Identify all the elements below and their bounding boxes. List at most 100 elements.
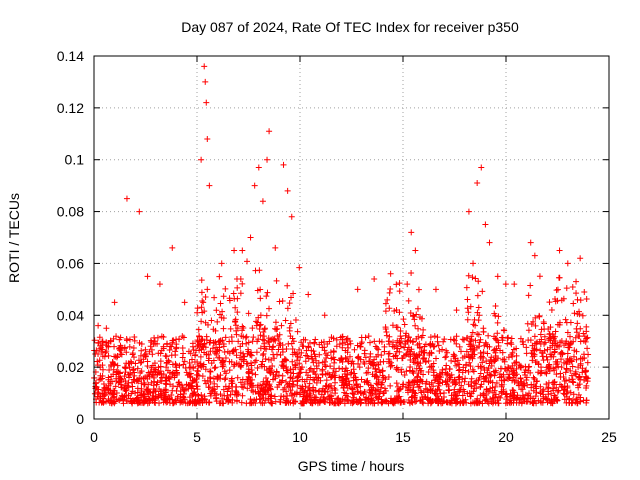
- scatter-point: [418, 378, 425, 385]
- scatter-point: [376, 366, 383, 373]
- scatter-point: [405, 337, 412, 344]
- scatter-point: [571, 310, 578, 317]
- scatter-point: [530, 374, 537, 381]
- scatter-point: [313, 363, 320, 370]
- scatter-point: [205, 384, 212, 391]
- scatter-point: [555, 387, 562, 394]
- scatter-point: [268, 357, 275, 364]
- scatter-point: [113, 369, 120, 376]
- scatter-point: [422, 358, 429, 365]
- scatter-point: [201, 308, 208, 315]
- scatter-point: [466, 341, 473, 348]
- scatter-point: [99, 366, 106, 373]
- scatter-point: [238, 399, 245, 406]
- scatter-point: [585, 351, 592, 358]
- scatter-point: [504, 393, 511, 400]
- scatter-point: [348, 360, 355, 367]
- scatter-point: [371, 400, 378, 407]
- scatter-point: [114, 353, 121, 360]
- scatter-point: [257, 321, 264, 328]
- y-tick-label: 0.06: [57, 255, 84, 271]
- scatter-point: [454, 357, 461, 364]
- scatter-point: [166, 347, 173, 354]
- scatter-point: [412, 390, 419, 397]
- scatter-point: [443, 353, 450, 360]
- scatter-point: [500, 386, 507, 393]
- scatter-point: [230, 290, 237, 297]
- scatter-point: [169, 396, 176, 403]
- scatter-point: [414, 342, 421, 349]
- scatter-point: [151, 360, 158, 367]
- scatter-point: [228, 377, 235, 384]
- scatter-point: [387, 270, 394, 277]
- scatter-point: [513, 345, 520, 352]
- scatter-point: [128, 390, 135, 397]
- scatter-point: [344, 335, 351, 342]
- scatter-point: [220, 386, 227, 393]
- scatter-point: [441, 336, 448, 343]
- scatter-point: [107, 338, 114, 345]
- scatter-point: [408, 270, 415, 277]
- y-tick-label: 0.04: [57, 307, 84, 323]
- scatter-point: [105, 352, 112, 359]
- scatter-point: [222, 375, 229, 382]
- scatter-point: [395, 367, 402, 374]
- scatter-point: [294, 328, 301, 335]
- scatter-point: [107, 380, 114, 387]
- scatter-point: [306, 380, 313, 387]
- scatter-point: [577, 338, 584, 345]
- scatter-point: [373, 387, 380, 394]
- scatter-point: [577, 360, 584, 367]
- scatter-point: [372, 366, 379, 373]
- scatter-point: [285, 383, 292, 390]
- scatter-point: [563, 365, 570, 372]
- scatter-point: [265, 339, 272, 346]
- scatter-point: [129, 399, 136, 406]
- scatter-point: [252, 388, 259, 395]
- scatter-point: [453, 307, 460, 314]
- scatter-point: [167, 381, 174, 388]
- scatter-point: [179, 345, 186, 352]
- scatter-point: [226, 295, 233, 302]
- scatter-point: [373, 353, 380, 360]
- scatter-point: [435, 342, 442, 349]
- scatter-point: [177, 388, 184, 395]
- scatter-point: [176, 379, 183, 386]
- scatter-point: [164, 367, 171, 374]
- scatter-point: [482, 397, 489, 404]
- scatter-point: [221, 392, 228, 399]
- scatter-point: [146, 371, 153, 378]
- scatter-point: [308, 353, 315, 360]
- scatter-point: [137, 392, 144, 399]
- scatter-point: [406, 348, 413, 355]
- scatter-point: [450, 395, 457, 402]
- scatter-point: [157, 358, 164, 365]
- scatter-point: [155, 350, 162, 357]
- scatter-point: [312, 387, 319, 394]
- scatter-point: [212, 327, 219, 334]
- scatter-point: [260, 328, 267, 335]
- scatter-point: [385, 338, 392, 345]
- scatter-point: [207, 368, 214, 375]
- scatter-point: [207, 390, 214, 397]
- scatter-point: [233, 327, 240, 334]
- scatter-point: [506, 374, 513, 381]
- scatter-point: [286, 380, 293, 387]
- scatter-point: [207, 337, 214, 344]
- scatter-point: [262, 374, 269, 381]
- scatter-point: [435, 374, 442, 381]
- scatter-point: [220, 325, 227, 332]
- scatter-point: [190, 385, 197, 392]
- scatter-point: [547, 400, 554, 407]
- scatter-point: [342, 365, 349, 372]
- scatter-point: [387, 382, 394, 389]
- scatter-point: [482, 221, 489, 228]
- scatter-point: [393, 348, 400, 355]
- scatter-point: [144, 358, 151, 365]
- scatter-point: [463, 284, 470, 291]
- scatter-point: [149, 351, 156, 358]
- scatter-point: [385, 350, 392, 357]
- scatter-point: [411, 394, 418, 401]
- scatter-point: [425, 368, 432, 375]
- scatter-point: [517, 335, 524, 342]
